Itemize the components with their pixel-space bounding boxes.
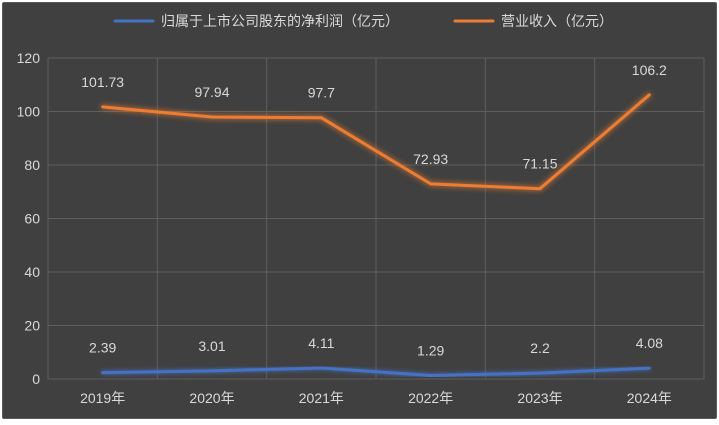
revenue-data-label: 72.93 (413, 151, 448, 167)
y-tick-label: 80 (24, 157, 40, 173)
net-profit-data-label: 4.11 (308, 335, 334, 351)
revenue-data-label: 97.94 (194, 84, 229, 100)
x-tick-label: 2023年 (517, 390, 562, 406)
series-layer (101, 93, 651, 377)
y-tick-label: 60 (24, 211, 40, 227)
revenue-line (101, 93, 651, 191)
net-profit-data-label: 3.01 (198, 338, 225, 354)
x-tick-label: 2022年 (408, 390, 453, 406)
legend-label-net-profit: 归属于上市公司股东的净利润（亿元） (161, 13, 399, 29)
y-tick-label: 100 (17, 104, 41, 120)
line-chart: 归属于上市公司股东的净利润（亿元） 营业收入（亿元） 0 20 40 60 80 100 12… (17, 13, 705, 406)
net-profit-data-label: 4.08 (636, 335, 663, 351)
net-profit-data-label: 1.29 (417, 343, 444, 359)
y-tick-label: 120 (17, 50, 41, 66)
chart-legend: 归属于上市公司股东的净利润（亿元） 营业收入（亿元） (113, 13, 613, 29)
x-tick-label: 2020年 (189, 390, 234, 406)
revenue-data-label: 101.73 (81, 74, 124, 90)
legend-label-revenue: 营业收入（亿元） (501, 13, 613, 29)
y-axis: 0 20 40 60 80 100 120 (17, 50, 41, 387)
y-tick-label: 0 (32, 371, 40, 387)
data-labels: 2.39 3.01 4.11 1.29 2.2 4.08 101.73 97.94 97.7 72… (81, 62, 667, 359)
x-tick-label: 2024年 (627, 390, 672, 406)
x-tick-label: 2019年 (80, 390, 125, 406)
y-tick-label: 40 (24, 264, 40, 280)
net-profit-line (101, 366, 651, 377)
revenue-data-label: 106.2 (632, 62, 667, 78)
grid-lines (47, 57, 705, 380)
y-tick-label: 20 (24, 318, 40, 334)
chart-frame: 归属于上市公司股东的净利润（亿元） 营业收入（亿元） 0 20 40 60 80 100 12… (2, 2, 717, 419)
net-profit-data-label: 2.2 (530, 340, 550, 356)
revenue-data-label: 71.15 (522, 156, 557, 172)
x-tick-label: 2021年 (299, 390, 344, 406)
revenue-data-label: 97.7 (308, 85, 335, 101)
net-profit-data-label: 2.39 (89, 340, 116, 356)
x-axis: 2019年 2020年 2021年 2022年 2023年 2024年 (80, 390, 672, 406)
